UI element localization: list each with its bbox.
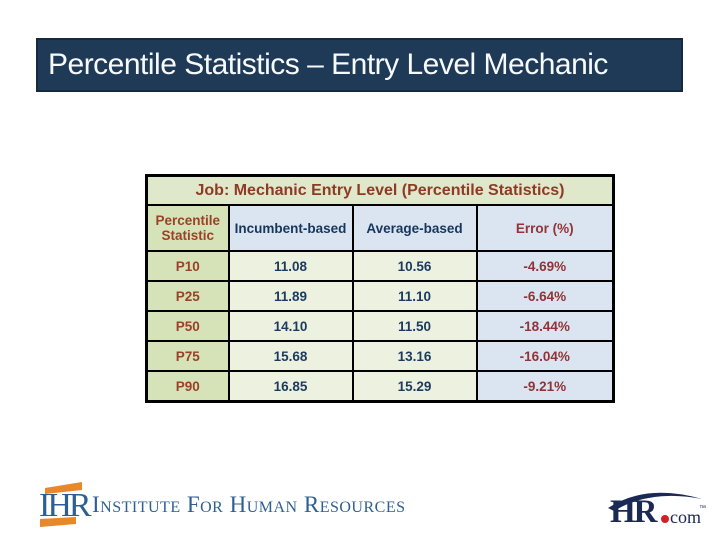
cell-statistic: P10 — [145, 250, 230, 282]
table-row-p75: P75 15.68 13.16 -16.04% — [145, 340, 615, 372]
table-title-row: Job: Mechanic Entry Level (Percentile St… — [145, 174, 615, 206]
hrcom-brand: HR — [610, 494, 659, 530]
ihr-logo-bottom-bar-icon — [40, 517, 76, 527]
hrcom-logo: HR com ™ — [608, 492, 706, 530]
slide-title: Percentile Statistics – Entry Level Mech… — [48, 48, 608, 81]
cell-incumbent: 14.10 — [227, 310, 354, 342]
cell-statistic: P50 — [145, 310, 230, 342]
cell-incumbent: 11.08 — [227, 250, 354, 282]
cell-average: 11.10 — [351, 280, 478, 312]
cell-error: -4.69% — [475, 250, 615, 282]
table-row-p50: P50 14.10 11.50 -18.44% — [145, 310, 615, 342]
cell-average: 11.50 — [351, 310, 478, 342]
cell-incumbent: 16.85 — [227, 370, 354, 403]
cell-statistic: P25 — [145, 280, 230, 312]
cell-error: -16.04% — [475, 340, 615, 372]
cell-average: 13.16 — [351, 340, 478, 372]
header-percentile-statistic: Percentile Statistic — [145, 204, 230, 252]
header-average-based: Average-based — [351, 204, 478, 252]
table-row-p10: P10 11.08 10.56 -4.69% — [145, 250, 615, 282]
table-row-p90: P90 16.85 15.29 -9.21% — [145, 370, 615, 403]
hrcom-suffix: com — [670, 507, 701, 527]
hrcom-swoosh-icon — [608, 492, 702, 511]
cell-statistic: P75 — [145, 340, 230, 372]
cell-incumbent: 11.89 — [227, 280, 354, 312]
hrcom-trademark: ™ — [699, 505, 706, 512]
cell-statistic: P90 — [145, 370, 230, 403]
cell-error: -6.64% — [475, 280, 615, 312]
header-incumbent-based: Incumbent-based — [227, 204, 354, 252]
cell-average: 15.29 — [351, 370, 478, 403]
ihr-monogram: IHR — [39, 487, 92, 524]
cell-average: 10.56 — [351, 250, 478, 282]
ihr-logo: IHR Institute For Human Resources — [39, 482, 406, 527]
hrcom-dot-icon — [661, 515, 669, 523]
cell-error: -18.44% — [475, 310, 615, 342]
slide-title-bar: Percentile Statistics – Entry Level Mech… — [36, 38, 683, 92]
table-header-row: Percentile Statistic Incumbent-based Ave… — [145, 204, 615, 252]
ihr-logo-top-bar-icon — [45, 482, 82, 494]
table-title: Job: Mechanic Entry Level (Percentile St… — [145, 174, 615, 206]
cell-incumbent: 15.68 — [227, 340, 354, 372]
cell-error: -9.21% — [475, 370, 615, 403]
ihr-wordmark: Institute For Human Resources — [92, 492, 406, 517]
percentile-statistics-table: Job: Mechanic Entry Level (Percentile St… — [145, 174, 616, 403]
header-error: Error (%) — [475, 204, 615, 252]
table-row-p25: P25 11.89 11.10 -6.64% — [145, 280, 615, 312]
